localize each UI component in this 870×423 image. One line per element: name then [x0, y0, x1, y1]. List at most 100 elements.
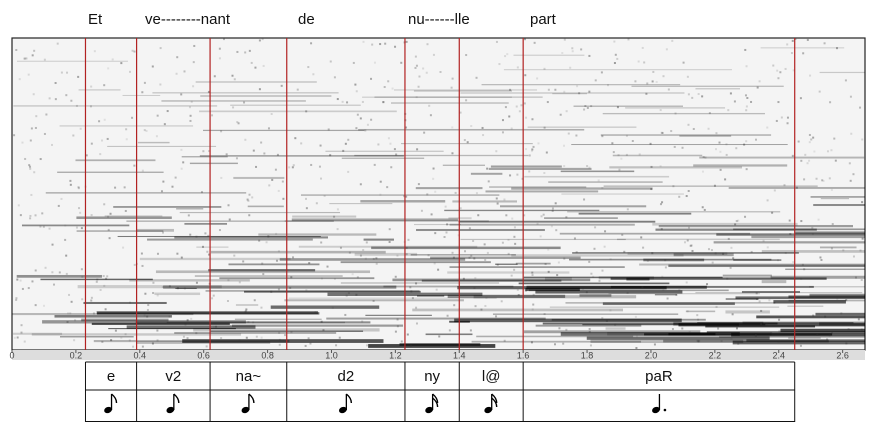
noise-speck	[247, 320, 250, 323]
noise-speck	[345, 293, 348, 296]
noise-speck	[362, 40, 365, 43]
noise-speck	[646, 260, 649, 263]
noise-speck	[500, 300, 503, 303]
noise-speck	[611, 142, 614, 145]
noise-speck	[277, 250, 280, 253]
noise-speck	[756, 86, 759, 89]
harmonic-streak	[535, 290, 683, 294]
lyric-word: nu------lle	[408, 11, 470, 28]
noise-speck	[660, 131, 663, 134]
harmonic-streak	[579, 294, 612, 297]
harmonic-streak	[208, 269, 316, 272]
noise-speck	[387, 80, 390, 83]
noise-speck	[818, 90, 821, 93]
noise-speck	[649, 142, 652, 145]
harmonic-streak	[785, 268, 865, 270]
noise-speck	[603, 245, 606, 248]
noise-speck	[60, 197, 63, 200]
noise-speck	[714, 252, 717, 255]
harmonic-streak	[341, 157, 425, 159]
harmonic-streak	[685, 310, 716, 313]
noise-speck	[274, 168, 277, 171]
noise-speck	[528, 154, 531, 157]
noise-speck	[547, 88, 550, 91]
noise-speck	[662, 75, 665, 78]
noise-speck	[623, 250, 626, 253]
noise-speck	[252, 149, 255, 152]
noise-speck	[698, 339, 701, 342]
noise-speck	[73, 339, 76, 342]
noise-speck	[275, 259, 278, 262]
harmonic-streak	[518, 282, 670, 285]
noise-speck	[735, 327, 738, 330]
noise-speck	[626, 208, 629, 211]
harmonic-streak	[354, 154, 529, 157]
noise-speck	[688, 330, 691, 333]
harmonic-streak	[741, 291, 801, 293]
noise-speck	[777, 77, 780, 80]
noise-speck	[393, 148, 396, 151]
harmonic-streak	[104, 215, 163, 217]
noise-speck	[659, 165, 662, 168]
harmonic-streak	[447, 271, 570, 274]
noise-speck	[464, 250, 467, 253]
noise-speck	[58, 271, 61, 274]
noise-speck	[92, 312, 95, 315]
noise-speck	[786, 43, 789, 46]
noise-speck	[659, 203, 662, 206]
noise-speck	[762, 239, 765, 242]
noise-speck	[588, 90, 591, 93]
noise-speck	[258, 239, 261, 242]
harmonic-streak	[288, 297, 497, 299]
noise-speck	[233, 78, 236, 81]
noise-speck	[496, 202, 499, 205]
noise-speck	[186, 319, 189, 322]
noise-speck	[618, 168, 621, 171]
harmonic-streak	[481, 83, 681, 86]
noise-speck	[415, 322, 418, 325]
noise-speck	[29, 165, 32, 168]
noise-speck	[802, 52, 805, 55]
noise-speck	[415, 96, 418, 99]
harmonic-streak	[719, 336, 865, 338]
noise-speck	[320, 277, 323, 280]
noise-speck	[305, 197, 308, 200]
noise-speck	[160, 190, 163, 193]
noise-speck	[291, 166, 294, 169]
noise-speck	[146, 308, 149, 311]
noise-speck	[79, 127, 82, 130]
noise-speck	[661, 275, 664, 278]
noise-speck	[323, 195, 326, 198]
harmonic-streak	[199, 110, 397, 113]
noise-speck	[276, 153, 279, 156]
x-tick-label: 2.0	[645, 350, 658, 360]
noise-speck	[361, 100, 364, 103]
noise-speck	[29, 214, 32, 217]
harmonic-streak	[495, 263, 518, 265]
noise-speck	[79, 211, 82, 214]
noise-speck	[348, 251, 351, 254]
noise-speck	[355, 127, 358, 130]
lyric-word: ve--------nant	[145, 11, 231, 28]
noise-speck	[786, 116, 789, 119]
harmonic-streak	[231, 324, 404, 327]
noise-speck	[439, 70, 442, 73]
harmonic-streak	[235, 304, 259, 306]
phoneme: v2	[165, 368, 181, 385]
harmonic-streak	[548, 181, 663, 183]
harmonic-streak	[247, 205, 284, 208]
harmonic-streak	[600, 134, 772, 136]
noise-speck	[260, 336, 263, 339]
noise-speck	[542, 213, 545, 216]
noise-speck	[466, 141, 469, 144]
noise-speck	[33, 49, 36, 52]
noise-speck	[674, 112, 677, 115]
noise-speck	[255, 165, 258, 168]
noise-speck	[379, 193, 382, 196]
noise-speck	[550, 225, 553, 228]
noise-speck	[651, 80, 654, 83]
noise-speck	[860, 278, 863, 281]
harmonic-streak	[780, 328, 865, 333]
noise-speck	[641, 46, 644, 49]
noise-speck	[495, 197, 498, 200]
